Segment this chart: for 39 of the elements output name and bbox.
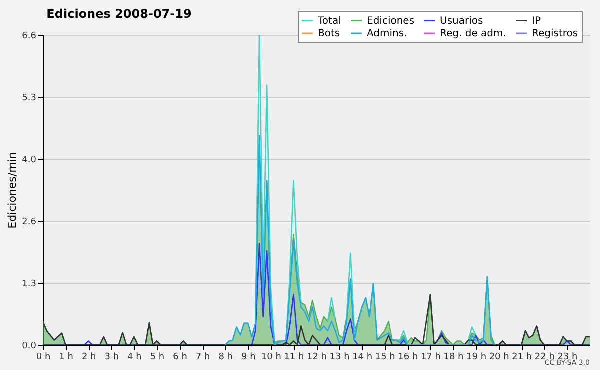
legend-label: Admins.	[367, 28, 408, 40]
x-tick-label: 10 h	[261, 352, 282, 362]
y-tick-label: 4.0	[22, 156, 37, 166]
x-tick-label: 9 h	[241, 352, 256, 362]
y-tick-label: 1.3	[22, 280, 36, 290]
x-tick-label: 7 h	[196, 352, 210, 362]
line-series	[224, 135, 496, 345]
legend-label: Ediciones	[367, 16, 415, 27]
x-tick-label: 1 h	[59, 352, 74, 362]
y-tick-label: 5.3	[22, 94, 36, 104]
x-tick-label: 11 h	[284, 352, 304, 362]
x-tick-label: 12 h	[306, 352, 328, 362]
x-tick-label: 8 h	[218, 352, 233, 362]
x-tick-label: 20 h	[489, 352, 510, 362]
y-axis-title: Ediciones/min	[6, 152, 20, 229]
x-tick-label: 18 h	[444, 352, 464, 362]
legend-label: Total	[317, 16, 342, 27]
chart-title: Ediciones 2008-07-19	[46, 7, 192, 21]
legend-label: Reg. de adm.	[440, 28, 506, 40]
y-tick-label: 6.6	[22, 32, 37, 42]
x-tick-label: 4 h	[128, 352, 142, 362]
x-tick-label: 3 h	[104, 352, 120, 362]
legend-label: Registros	[532, 28, 578, 40]
x-tick-label: 0 h	[36, 352, 51, 362]
x-tick-label: 6 h	[173, 352, 188, 362]
x-tick-label: 2 h	[82, 352, 96, 362]
x-tick-label: 5 h	[150, 352, 165, 362]
x-tick-label: 15 h	[375, 352, 396, 362]
x-tick-label: 14 h	[352, 352, 373, 362]
legend-label: Usuarios	[440, 16, 484, 27]
x-tick-label: 16 h	[398, 352, 418, 362]
legend-label: IP	[532, 16, 541, 27]
x-tick-label: 19 h	[466, 352, 487, 362]
y-tick-label: 0.0	[22, 342, 37, 352]
legend-label: Bots	[318, 28, 340, 40]
x-tick-label: 21 h	[512, 352, 532, 362]
y-tick-label: 2.6	[22, 218, 37, 228]
x-tick-label: 17 h	[420, 352, 441, 362]
x-tick-label: 13 h	[330, 352, 350, 362]
